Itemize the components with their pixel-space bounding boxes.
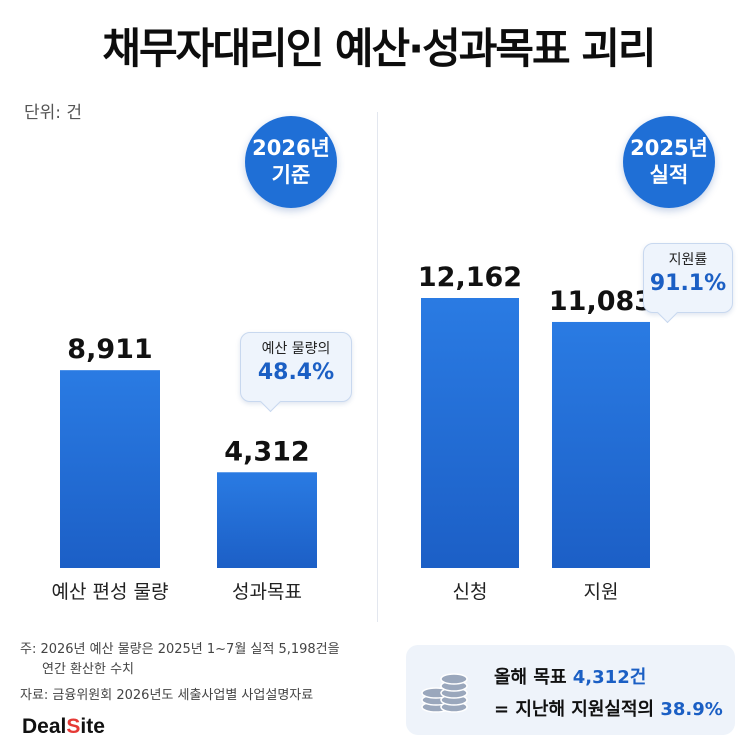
bar-0-1	[217, 472, 317, 568]
category-label: 예산 편성 물량	[52, 581, 169, 603]
source-line: 자료: 금융위원회 2026년도 세출사업별 사업설명자료	[20, 688, 314, 703]
footnotes: 주: 2026년 예산 물량은 2025년 1~7월 실적 5,198건을 연간…	[20, 640, 390, 706]
bar-value-label: 8,911	[67, 334, 152, 365]
bar-value-label: 11,083	[549, 286, 653, 317]
bar-1-0	[421, 298, 519, 568]
category-label: 지원	[584, 581, 619, 603]
unit-label: 단위: 건	[24, 103, 83, 123]
badge-sub: 실적	[649, 163, 689, 187]
bar-value-label: 12,162	[418, 262, 522, 293]
note-line-2: 연간 환산한 수치	[42, 662, 134, 677]
year-badge-2026: 2026년 기준	[245, 116, 337, 208]
summary-target-value: 4,312건	[572, 667, 647, 688]
category-label: 성과목표	[232, 581, 302, 603]
panel-divider	[377, 112, 378, 622]
bar-1-1	[552, 321, 650, 568]
badge-year: 2025년	[630, 136, 708, 160]
note-line-1: 주: 2026년 예산 물량은 2025년 1~7월 실적 5,198건을	[20, 642, 340, 657]
bar-0-0	[60, 370, 160, 568]
summary-line-2: = 지난해 지원실적의 38.9%	[494, 699, 723, 720]
callout-title: 지원률	[668, 252, 708, 268]
callout-value: 48.4%	[257, 360, 335, 385]
support-rate-callout: 지원률 91.1%	[643, 243, 733, 324]
badge-sub: 기준	[271, 163, 311, 187]
budget-ratio-callout: 예산 물량의 48.4%	[240, 332, 352, 413]
page-title: 채무자대리인 예산·성과목표 괴리	[102, 24, 656, 73]
dealsite-logo: DealSite	[22, 715, 105, 738]
callout-value: 91.1%	[649, 271, 727, 296]
bar-value-label: 4,312	[224, 436, 309, 467]
callout-title: 예산 물량의	[261, 341, 331, 357]
category-label: 신청	[453, 581, 488, 603]
summary-box: 올해 목표 4,312건 = 지난해 지원실적의 38.9%	[406, 645, 735, 735]
badge-year: 2026년	[252, 136, 330, 160]
coin-stack-icon	[421, 673, 468, 713]
summary-ratio-value: 38.9%	[660, 699, 723, 720]
year-badge-2025: 2025년 실적	[623, 116, 715, 208]
summary-line-1: 올해 목표 4,312건	[494, 667, 647, 688]
